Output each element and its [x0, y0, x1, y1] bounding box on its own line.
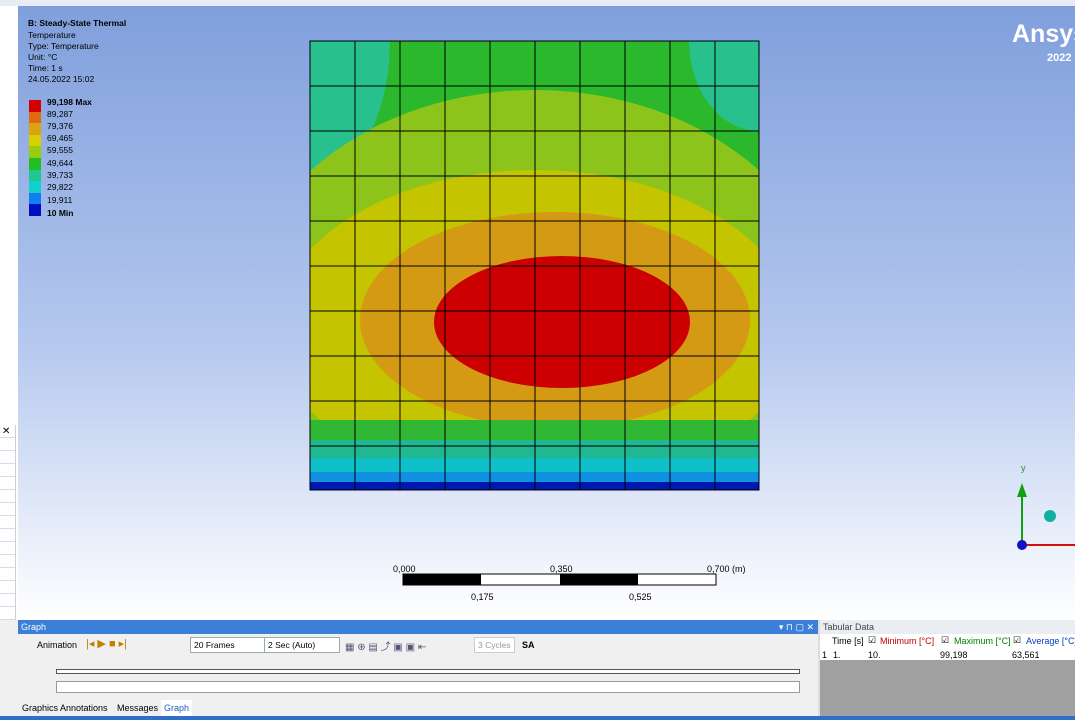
cell: 99,198: [940, 650, 968, 660]
duration-dropdown[interactable]: 2 Sec (Auto): [264, 637, 340, 653]
status-bar: [0, 716, 1075, 720]
cell: 10.: [868, 650, 881, 660]
legend-label: 99,198 Max: [47, 97, 92, 107]
column-header[interactable]: Minimum [°C]: [880, 636, 935, 646]
legend-label: 10 Min: [47, 208, 74, 218]
tab[interactable]: Messages: [117, 703, 159, 713]
logo-year: 2022: [1047, 52, 1072, 64]
result-info: Temperature: [28, 30, 76, 40]
tabular-grid: [820, 634, 1075, 660]
legend-swatch: [29, 169, 41, 182]
row-number: 1: [822, 650, 828, 660]
contour-plot: [309, 40, 1075, 586]
cycles-box[interactable]: 3 Cycles: [474, 637, 515, 653]
timeline[interactable]: [56, 669, 800, 674]
result-title: B: Steady-State Thermal: [28, 18, 127, 28]
result-info: Type: Temperature: [28, 41, 99, 51]
legend-swatch: [29, 158, 41, 170]
panel-controls[interactable]: ▾ ⊓ ▢ ✕: [778, 622, 814, 632]
tab-active[interactable]: Graph: [161, 700, 193, 716]
legend-label: 49,644: [47, 158, 73, 168]
close-icon[interactable]: ✕: [2, 426, 11, 437]
mode-button[interactable]: SA: [522, 640, 535, 650]
legend-label: 69,465: [47, 133, 73, 143]
legend-swatch: [29, 100, 41, 112]
animation-label: Animation: [37, 640, 78, 650]
tool-icons[interactable]: ▦ ⊕ ▤ ⤴ ▣ ▣ ⇤: [345, 642, 427, 653]
legend-swatch: [29, 111, 41, 124]
graph-panel: [0, 620, 818, 716]
tabular-header: Tabular Data: [820, 620, 1075, 634]
legend-label: 79,376: [47, 121, 73, 131]
legend-swatch: [29, 204, 41, 216]
legend-swatch: [29, 146, 41, 158]
tabular-title: Tabular Data: [823, 622, 875, 632]
scale-label: 0,175: [471, 592, 494, 602]
cell: 63,561: [1012, 650, 1040, 660]
panel-header: Graph ▾ ⊓ ▢ ✕: [18, 620, 818, 634]
checkboxes[interactable]: ☑: [868, 635, 877, 645]
legend-label: 39,733: [47, 170, 73, 180]
logo: Ansys: [1012, 20, 1075, 48]
legend-swatch: [29, 181, 41, 193]
legend-swatch: [29, 134, 41, 147]
play-controls[interactable]: |◂ ▶ ■ ▸|: [86, 638, 128, 650]
scale-label: 0,525: [629, 592, 652, 602]
legend-label: 89,287: [47, 109, 73, 119]
frames-dropdown[interactable]: 20 Frames: [190, 637, 266, 653]
result-info: 24.05.2022 15:02: [28, 74, 95, 84]
panel-title: Graph: [21, 622, 47, 632]
legend-label: 59,555: [47, 145, 73, 155]
legend-label: 19,911: [47, 195, 73, 205]
side-panel: [0, 425, 16, 620]
tab[interactable]: Graphics Annotations: [22, 703, 108, 713]
column-header: Time [s]: [832, 636, 864, 646]
checkboxes[interactable]: ☑: [1013, 635, 1022, 645]
scale-label: 0,700 (m): [707, 564, 746, 574]
legend-label: 29,822: [47, 182, 73, 192]
legend-swatch: [29, 192, 41, 205]
column-header[interactable]: Maximum [°C]: [954, 636, 1011, 646]
legend-swatch: [29, 123, 41, 135]
axis-label: y: [1021, 463, 1026, 473]
column-header[interactable]: Average [°C]: [1026, 636, 1075, 646]
checkboxes[interactable]: ☑: [941, 635, 950, 645]
result-info: Time: 1 s: [28, 63, 63, 73]
progress-bar: [56, 681, 800, 693]
cell: 1.: [833, 650, 841, 660]
scale-label: 0,350: [550, 564, 573, 574]
scale-label: 0,000: [393, 564, 416, 574]
result-info: Unit: °C: [28, 52, 58, 62]
